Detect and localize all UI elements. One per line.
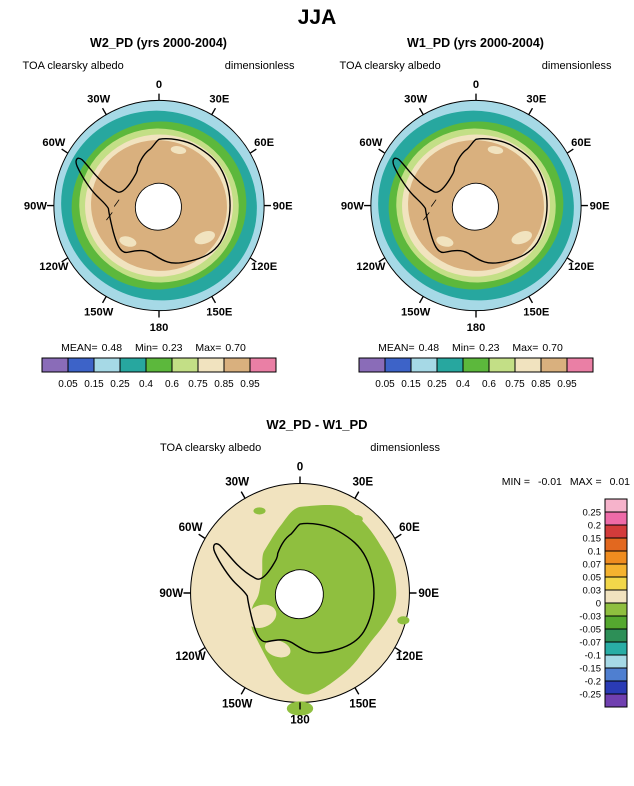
diff-body: TOA clearsky albedo dimensionless MIN = … (0, 442, 634, 732)
diff-min-label: MIN = (501, 476, 531, 488)
difference-map (148, 456, 452, 732)
diff-title: W2_PD - W1_PD (266, 417, 368, 432)
diff-min-value: -0.01 (537, 476, 562, 488)
diff-colorbar-cell (604, 524, 628, 539)
mean-value: 0.48 (418, 342, 440, 354)
diff-colorbar-cell (604, 641, 628, 656)
panel-sublabels: TOA clearsky albedo dimensionless (13, 60, 305, 72)
variable-label: TOA clearsky albedo (22, 60, 124, 72)
diff-colorbar-label: 0 (596, 599, 601, 610)
units-label: dimensionless (541, 60, 612, 72)
diff-colorbar-label: 0.15 (583, 534, 602, 545)
diff-colorbar-cell (604, 576, 628, 591)
diff-sublabels: TOA clearsky albedo dimensionless (150, 442, 450, 454)
diff-colorbar-cell (604, 602, 628, 617)
figure-page: JJA W2_PD (yrs 2000-2004) TOA clearsky a… (0, 6, 634, 786)
albedo-colorbar-w1pd (358, 357, 593, 391)
panel-title-w2pd: W2_PD (yrs 2000-2004) (90, 36, 227, 50)
panel-sublabels: TOA clearsky albedo dimensionless (330, 60, 622, 72)
min-label: Min= (135, 342, 159, 354)
diff-colorbar-label: 0.1 (588, 547, 601, 558)
diff-max-label: MAX = (569, 476, 602, 488)
diff-colorbar-label: 0.05 (583, 573, 602, 584)
diff-colorbar-label: -0.1 (585, 651, 601, 662)
diff-colorbar-label: -0.07 (579, 638, 601, 649)
panel-w1pd: W1_PD (yrs 2000-2004) TOA clearsky albed… (319, 34, 632, 391)
difference-panel: W2_PD - W1_PD TOA clearsky albedo dimens… (0, 417, 634, 732)
diff-minmax-line: MIN = -0.01 MAX = 0.01 (497, 476, 630, 488)
albedo-colorbar-w2pd (41, 357, 276, 391)
diff-colorbar-cell (604, 498, 628, 513)
mean-label: MEAN= (61, 342, 98, 354)
stats-line-w1pd: MEAN= 0.48 Min= 0.23 Max= 0.70 (378, 342, 573, 354)
panel-title-w1pd: W1_PD (yrs 2000-2004) (407, 36, 544, 50)
albedo-map-w1pd (330, 74, 622, 339)
min-value: 0.23 (479, 342, 500, 354)
min-value: 0.23 (162, 342, 183, 354)
diff-colorbar-cell (604, 680, 628, 695)
diff-max-value: 0.01 (609, 476, 630, 488)
diff-colorbar-label: -0.2 (585, 677, 601, 688)
albedo-panels-row: W2_PD (yrs 2000-2004) TOA clearsky albed… (0, 34, 634, 391)
diff-colorbar-label: 0.03 (583, 586, 602, 597)
diff-colorbar-label: 0.07 (583, 560, 602, 571)
diff-colorbar-cell (604, 667, 628, 682)
max-value: 0.70 (542, 342, 563, 354)
diff-colorbar: 0.25 0.2 0.15 0.1 0.07 0.05 0.03 0 -0.03… (579, 498, 628, 708)
max-label: Max= (512, 342, 539, 354)
albedo-map-w2pd (13, 74, 305, 339)
units-label: dimensionless (224, 60, 295, 72)
variable-label: TOA clearsky albedo (160, 442, 262, 454)
mean-label: MEAN= (378, 342, 415, 354)
diff-colorbar-cell (604, 693, 628, 708)
diff-colorbar-cell (604, 628, 628, 643)
max-label: Max= (195, 342, 222, 354)
diff-colorbar-cell (604, 550, 628, 565)
diff-colorbar-cell (604, 537, 628, 552)
diff-colorbar-label: -0.05 (579, 625, 601, 636)
diff-map-column: TOA clearsky albedo dimensionless (146, 442, 454, 732)
diff-colorbar-cell (604, 563, 628, 578)
stats-line-w2pd: MEAN= 0.48 Min= 0.23 Max= 0.70 (61, 342, 256, 354)
diff-colorbar-label: 0.2 (588, 521, 601, 532)
mean-value: 0.48 (101, 342, 123, 354)
page-title: JJA (297, 6, 337, 29)
panel-w2pd: W2_PD (yrs 2000-2004) TOA clearsky albed… (2, 34, 315, 391)
diff-colorbar-cell (604, 511, 628, 526)
diff-colorbar-cell (604, 654, 628, 669)
diff-colorbar-label: -0.03 (579, 612, 601, 623)
max-value: 0.70 (225, 342, 246, 354)
min-label: Min= (452, 342, 476, 354)
diff-colorbar-label: -0.15 (579, 664, 601, 675)
diff-colorbar-label: 0.25 (583, 508, 602, 519)
diff-colorbar-cell (604, 615, 628, 630)
diff-colorbar-label: -0.25 (579, 690, 601, 701)
diff-right-column: MIN = -0.01 MAX = 0.01 (454, 476, 630, 710)
units-label: dimensionless (370, 442, 440, 454)
diff-colorbar-cell (604, 589, 628, 604)
variable-label: TOA clearsky albedo (339, 60, 441, 72)
